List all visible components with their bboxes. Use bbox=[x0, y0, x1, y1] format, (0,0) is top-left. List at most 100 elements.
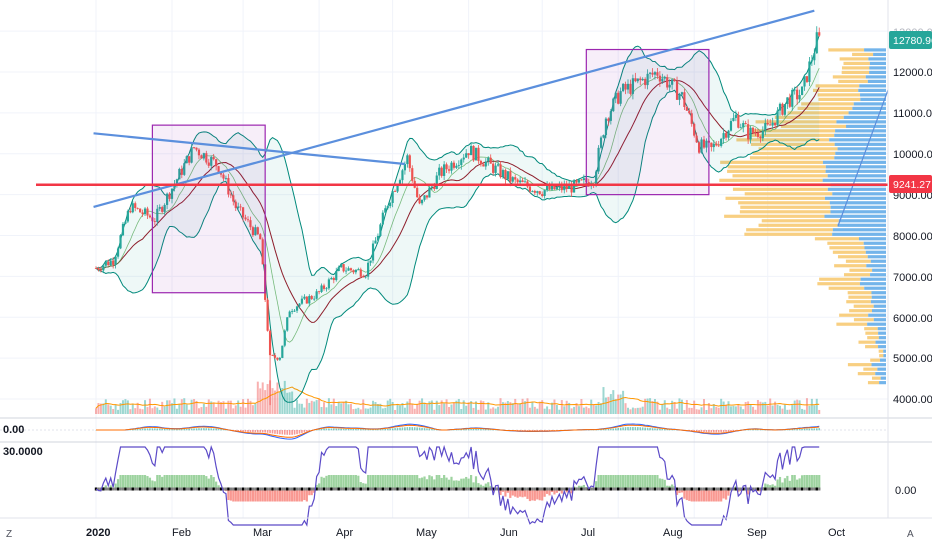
oscillator-bar bbox=[408, 475, 411, 490]
oscillator-dot bbox=[565, 487, 568, 491]
volume-bar bbox=[573, 406, 576, 414]
profile-bar bbox=[749, 133, 835, 137]
candle-body bbox=[273, 355, 277, 358]
oscillator-dot bbox=[241, 487, 245, 491]
oscillator-dot bbox=[791, 487, 794, 491]
timezone-button[interactable]: Z bbox=[6, 529, 12, 540]
candle-body bbox=[192, 147, 196, 149]
oscillator-bar bbox=[776, 479, 779, 490]
oscillator-dot bbox=[183, 487, 186, 491]
candle-body bbox=[259, 234, 262, 240]
candle-body bbox=[354, 269, 357, 273]
oscillator-dot bbox=[555, 487, 559, 491]
oscillator-dot bbox=[435, 487, 438, 491]
volume-bar bbox=[158, 409, 161, 414]
profile-bar bbox=[852, 52, 874, 57]
macd-histogram-bar bbox=[757, 429, 759, 431]
volume-bar bbox=[114, 404, 117, 414]
macd-histogram-bar bbox=[489, 429, 492, 431]
oscillator-bar bbox=[168, 475, 171, 490]
macd-histogram-bar bbox=[671, 429, 673, 431]
volume-bar bbox=[580, 399, 583, 414]
volume-bar bbox=[433, 409, 436, 414]
macd-histogram-bar bbox=[173, 429, 176, 431]
oscillator-bar bbox=[342, 475, 345, 490]
macd-histogram-bar bbox=[335, 428, 338, 431]
oscillator-bar bbox=[538, 489, 541, 501]
oscillator-dot bbox=[646, 487, 649, 491]
oscillator-dot bbox=[710, 487, 713, 491]
macd-histogram-bar bbox=[168, 429, 171, 431]
oscillator-dot bbox=[268, 487, 272, 491]
oscillator-dot bbox=[320, 487, 323, 491]
profile-bar bbox=[832, 75, 866, 79]
volume-bar bbox=[234, 405, 237, 414]
oscillator-dot bbox=[116, 487, 120, 491]
drawings[interactable] bbox=[36, 9, 889, 294]
candle-body bbox=[374, 240, 377, 244]
volume-bar bbox=[296, 399, 299, 414]
volume-bar bbox=[232, 408, 235, 414]
oscillator-bar bbox=[661, 478, 664, 490]
profile-bar bbox=[832, 250, 866, 254]
volume-bar bbox=[327, 398, 330, 414]
price-tick-label: 8000.00 bbox=[893, 231, 932, 243]
profile-bar bbox=[868, 57, 886, 61]
profile-bar bbox=[853, 102, 886, 106]
volume-bar bbox=[538, 401, 541, 414]
oscillator-bar bbox=[808, 475, 811, 490]
volume-bar bbox=[381, 408, 384, 414]
oscillator-dot bbox=[276, 487, 279, 491]
oscillator-dot bbox=[501, 487, 505, 491]
profile-bar bbox=[839, 313, 869, 317]
oscillator-dot bbox=[195, 487, 198, 491]
oscillator-dot bbox=[413, 487, 416, 491]
time-axis[interactable]: 2020 Feb Mar Apr May Jun Jul Aug Sep Oct bbox=[0, 517, 932, 539]
profile-bar bbox=[819, 277, 861, 281]
macd-histogram-bar bbox=[359, 429, 362, 431]
volume-bar bbox=[470, 401, 473, 414]
oscillator-dot bbox=[239, 487, 242, 491]
oscillator-dot bbox=[403, 487, 407, 491]
candle-body bbox=[796, 89, 799, 100]
candle-body bbox=[685, 107, 688, 111]
oscillator-dot bbox=[251, 487, 255, 491]
profile-bar bbox=[830, 205, 886, 209]
oscillator-dot bbox=[462, 487, 465, 491]
candle-body bbox=[712, 143, 715, 148]
trendline bbox=[93, 132, 406, 166]
volume-bar bbox=[653, 399, 656, 414]
oscillator-bar bbox=[526, 489, 529, 499]
macd-histogram-bar bbox=[641, 427, 644, 431]
volume-bar bbox=[766, 405, 769, 414]
volume-bar bbox=[612, 390, 615, 414]
price-axis[interactable]: 13000.00 12000.00 11000.00 10000.00 9000… bbox=[893, 27, 932, 406]
macd-histogram-bar bbox=[391, 428, 394, 431]
oscillator-dot bbox=[428, 487, 431, 491]
oscillator-bar bbox=[644, 475, 647, 490]
profile-bar bbox=[853, 304, 874, 308]
band-fill bbox=[96, 35, 820, 403]
volume-bar bbox=[649, 398, 652, 414]
volume-bar bbox=[570, 408, 573, 414]
candle-body bbox=[158, 207, 161, 209]
volume-bar bbox=[384, 407, 387, 414]
oscillator-bar bbox=[251, 489, 255, 502]
volume-bar bbox=[286, 392, 289, 414]
volume-bar bbox=[237, 400, 240, 414]
volume-bar bbox=[224, 408, 227, 414]
oscillator-bar bbox=[710, 489, 713, 502]
volume-bar bbox=[631, 407, 634, 414]
volume-bar bbox=[121, 400, 124, 414]
candle-body bbox=[793, 89, 796, 91]
auto-scale-button[interactable]: A bbox=[907, 529, 914, 540]
oscillator-bar bbox=[241, 489, 245, 502]
oscillator-bar bbox=[126, 475, 129, 490]
oscillator-dot bbox=[619, 487, 622, 491]
macd-histogram-bar bbox=[730, 430, 732, 432]
volume-bar bbox=[293, 407, 296, 414]
oscillator-bar bbox=[300, 489, 304, 502]
oscillator-bar bbox=[293, 489, 296, 502]
volume-bar bbox=[126, 400, 129, 414]
